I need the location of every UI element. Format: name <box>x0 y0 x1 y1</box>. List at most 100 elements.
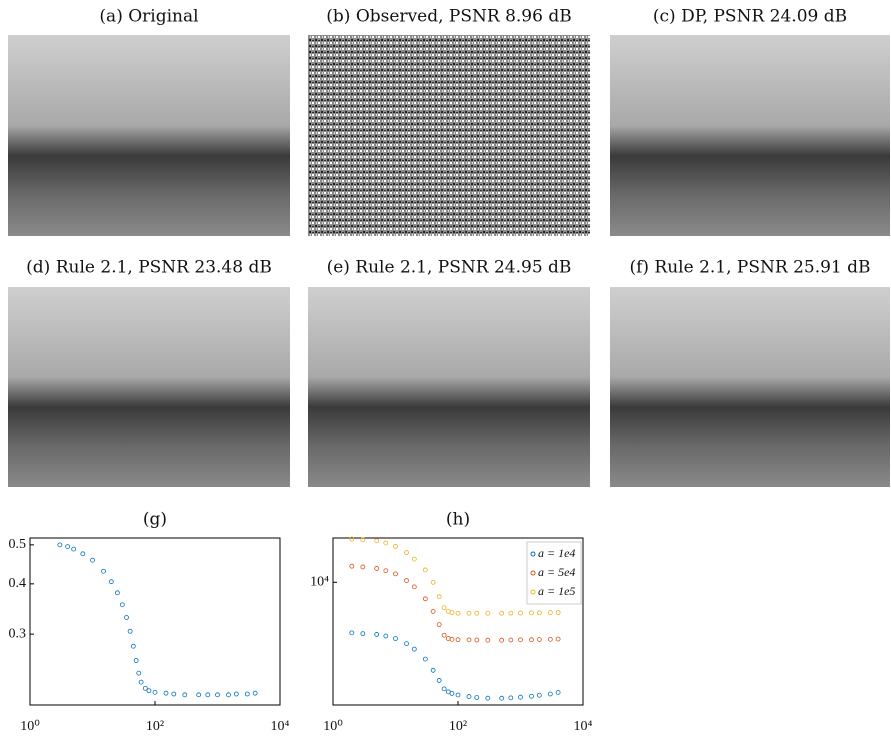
data-point <box>499 637 505 643</box>
data-point <box>441 605 447 611</box>
data-point <box>536 692 542 698</box>
data-point <box>182 692 188 698</box>
data-point <box>547 610 553 616</box>
data-point <box>422 596 428 602</box>
panel-image <box>610 287 890 487</box>
y-tick-label: 0.4 <box>9 576 27 591</box>
data-point <box>124 615 129 620</box>
plot-frame <box>29 537 281 706</box>
legend-label: a = 1e4 <box>538 546 575 560</box>
data-point <box>138 679 144 685</box>
data-point <box>547 636 553 642</box>
data-point <box>449 636 455 642</box>
data-point <box>441 632 447 638</box>
data-point <box>130 643 136 649</box>
data-point <box>65 544 71 550</box>
data-point <box>393 544 398 549</box>
data-point <box>449 610 455 616</box>
data-point <box>466 694 472 699</box>
data-point <box>90 557 95 563</box>
data-point <box>466 610 472 616</box>
y-tick-label: 10⁴ <box>310 575 329 590</box>
data-point <box>393 636 398 641</box>
data-point <box>485 637 491 643</box>
data-point <box>436 594 442 600</box>
data-point <box>455 637 461 643</box>
data-point <box>422 567 428 573</box>
data-point <box>547 691 553 697</box>
data-point <box>411 646 417 652</box>
data-point <box>349 630 355 636</box>
data-point <box>57 542 63 548</box>
panel-image <box>308 35 590 236</box>
data-point <box>360 564 366 570</box>
data-point <box>508 610 514 616</box>
data-point <box>142 685 148 691</box>
panel-caption: (c) DP, PSNR 24.09 dB <box>653 7 847 27</box>
panel-caption: (d) Rule 2.1, PSNR 23.48 dB <box>26 258 272 278</box>
data-point <box>404 578 409 583</box>
data-point <box>555 610 561 615</box>
data-point <box>441 686 447 692</box>
data-point <box>152 689 158 695</box>
chart-title: (g) <box>143 510 167 530</box>
data-point <box>508 637 514 643</box>
data-point <box>196 692 202 698</box>
data-point <box>529 693 534 699</box>
data-point <box>422 656 428 662</box>
legend-label: a = 5e4 <box>538 565 575 579</box>
data-point <box>136 670 142 676</box>
data-point <box>360 537 366 543</box>
data-point <box>215 692 220 698</box>
panel-image <box>8 35 290 236</box>
data-point <box>555 636 561 642</box>
panel-image <box>610 35 890 236</box>
data-point <box>383 540 389 546</box>
y-tick-label: 0.5 <box>9 537 27 552</box>
data-point <box>529 637 534 643</box>
data-point <box>226 692 231 698</box>
data-point <box>80 551 86 557</box>
legend-marker <box>530 570 536 576</box>
x-tick-label: 10⁴ <box>271 719 290 734</box>
data-point <box>119 602 125 608</box>
legend-marker <box>530 589 536 595</box>
data-point <box>404 550 409 555</box>
data-point <box>455 692 461 698</box>
data-point <box>536 637 542 642</box>
data-point <box>518 694 523 700</box>
data-point <box>244 691 250 697</box>
data-point <box>499 695 505 701</box>
data-point <box>536 610 542 616</box>
y-tick-label: 0.3 <box>9 626 27 641</box>
data-point <box>374 566 380 571</box>
data-point <box>71 546 77 552</box>
data-point <box>430 579 436 585</box>
x-tick-label: 10⁴ <box>574 719 593 734</box>
data-point <box>430 667 436 673</box>
data-point <box>411 584 417 590</box>
x-tick-label: 10⁰ <box>20 719 40 734</box>
data-point <box>374 632 380 637</box>
data-point <box>205 692 211 698</box>
panel-image <box>308 287 590 487</box>
panel-caption: (a) Original <box>99 7 198 27</box>
legend-label: a = 1e5 <box>538 584 575 598</box>
data-point <box>146 688 152 694</box>
data-point <box>393 571 398 577</box>
data-point <box>383 568 389 574</box>
panel-caption: (e) Rule 2.1, PSNR 24.95 dB <box>327 258 572 278</box>
data-point <box>555 690 561 695</box>
data-point <box>133 658 139 663</box>
data-point <box>360 631 366 637</box>
data-point <box>529 610 534 616</box>
data-point <box>233 691 239 697</box>
x-tick-label: 10² <box>449 719 467 734</box>
data-point <box>455 610 461 616</box>
data-point <box>349 536 355 542</box>
x-tick-label: 10⁰ <box>323 719 343 734</box>
data-point <box>474 637 480 643</box>
x-tick-label: 10² <box>146 719 164 734</box>
data-point <box>101 568 106 574</box>
